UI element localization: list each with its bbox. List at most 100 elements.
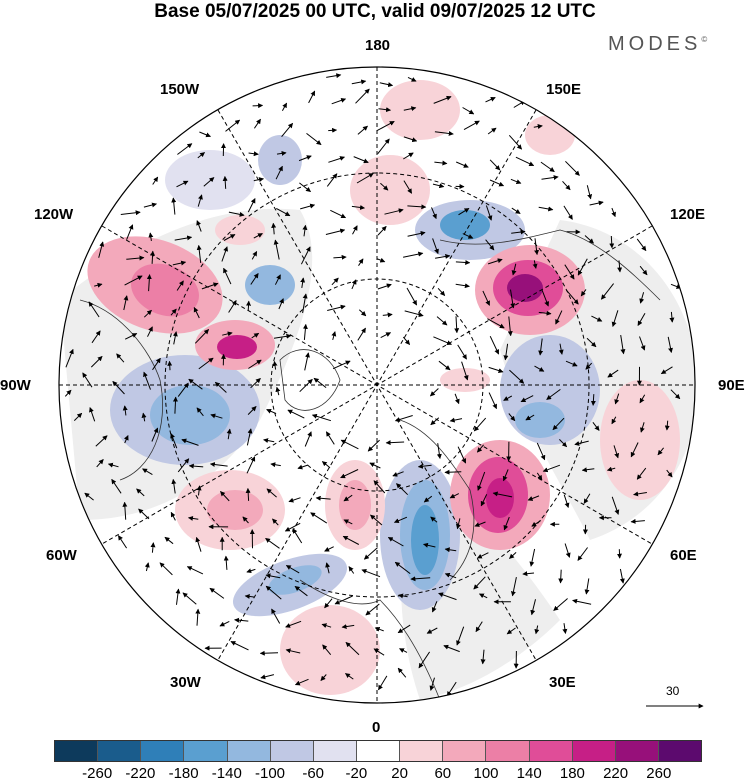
wind-vector	[144, 562, 150, 572]
wind-vector	[170, 433, 178, 449]
wind-vector	[511, 263, 517, 276]
wind-vector	[272, 518, 279, 526]
wind-vector	[369, 462, 381, 469]
wind-vector	[489, 179, 505, 187]
wind-vector	[356, 172, 374, 184]
wind-vector	[246, 568, 256, 574]
wind-vector	[308, 90, 316, 104]
wind-vector	[251, 250, 258, 260]
wind-vector	[98, 241, 105, 258]
wind-vector	[455, 283, 470, 289]
wind-vector	[357, 125, 368, 135]
wind-vector	[331, 277, 339, 286]
wind-vector	[563, 205, 573, 220]
wind-vector	[352, 225, 358, 235]
wind-vector	[397, 667, 407, 678]
wind-vector	[449, 417, 463, 423]
wind-vector	[434, 160, 448, 166]
wind-vector	[586, 337, 597, 348]
wind-vector	[328, 127, 338, 133]
wind-vector	[387, 536, 404, 547]
wind-vector	[457, 344, 467, 360]
wind-vector	[510, 289, 516, 309]
lon-label-90e: 90E	[718, 377, 745, 394]
wind-vector	[478, 593, 488, 599]
wind-vector	[143, 371, 151, 390]
wind-vector	[508, 134, 523, 150]
wind-vector	[172, 331, 178, 345]
wind-vector	[188, 463, 204, 469]
wind-vector	[245, 487, 251, 501]
wind-vector	[432, 183, 445, 189]
wind-vector	[196, 220, 202, 232]
wind-vector	[248, 359, 262, 369]
wind-vectors	[64, 73, 682, 697]
wind-vector	[221, 246, 228, 262]
wind-vector	[175, 588, 181, 605]
wind-vector	[584, 578, 590, 595]
wind-vector	[487, 127, 497, 135]
wind-vector	[534, 238, 540, 256]
wind-vector	[343, 494, 353, 502]
wind-vector	[302, 293, 308, 314]
wind-vector	[431, 601, 438, 613]
wind-vector	[270, 462, 281, 468]
map-boundary	[58, 66, 696, 704]
wind-vector	[278, 298, 284, 310]
wind-vector	[281, 102, 288, 111]
wind-vector	[508, 413, 516, 422]
wind-vector	[619, 568, 625, 584]
wind-vector	[639, 422, 645, 433]
wind-vector	[263, 438, 275, 443]
wind-vector	[152, 176, 159, 185]
wind-vector	[284, 522, 301, 532]
wind-vector	[396, 483, 409, 496]
wind-vector	[636, 238, 647, 252]
wind-vector	[443, 644, 460, 653]
wind-vector	[402, 336, 411, 345]
wind-vector	[511, 229, 526, 235]
wind-vector	[370, 514, 383, 526]
wind-vector	[614, 393, 620, 405]
wind-vector	[581, 467, 595, 473]
wind-vector	[457, 446, 467, 464]
wind-vector	[611, 496, 620, 515]
wind-vector	[530, 599, 536, 616]
wind-vector	[298, 155, 312, 162]
colorbar-tick-label: -220	[125, 765, 156, 782]
wind-vector	[385, 440, 405, 446]
wind-vector	[313, 377, 327, 388]
wind-vector	[187, 515, 199, 521]
wind-vector	[433, 336, 452, 346]
wind-vector	[322, 644, 332, 656]
wind-vector	[611, 207, 616, 218]
lon-label-150e: 150E	[546, 81, 582, 98]
wind-vector	[330, 209, 347, 219]
wind-vector	[182, 592, 197, 605]
wind-vector	[422, 542, 436, 548]
wind-vector	[637, 312, 646, 326]
wind-vector	[456, 626, 465, 646]
colorbar-tick-label: -260	[82, 765, 113, 782]
wind-vector	[538, 338, 544, 356]
wind-vector	[585, 362, 593, 370]
wind-vector	[299, 182, 311, 192]
wind-vector	[325, 431, 335, 445]
wind-vector	[380, 332, 392, 339]
wind-vector	[473, 576, 486, 590]
wind-vector	[565, 289, 579, 305]
colorbar-swatch	[226, 741, 270, 761]
wind-vector	[417, 463, 432, 469]
wind-vector	[265, 585, 282, 600]
wind-vector	[361, 569, 381, 578]
wind-vector	[527, 495, 540, 501]
wind-vector	[299, 378, 313, 393]
wind-vector	[281, 122, 293, 138]
lon-label-30w: 30W	[170, 674, 201, 691]
wind-vector	[306, 133, 322, 145]
colorbar-tick-label: 260	[646, 765, 672, 782]
wind-vector	[351, 204, 366, 210]
wind-vector	[176, 280, 184, 291]
colorbar-swatch	[269, 741, 313, 761]
wind-vector	[444, 572, 457, 579]
